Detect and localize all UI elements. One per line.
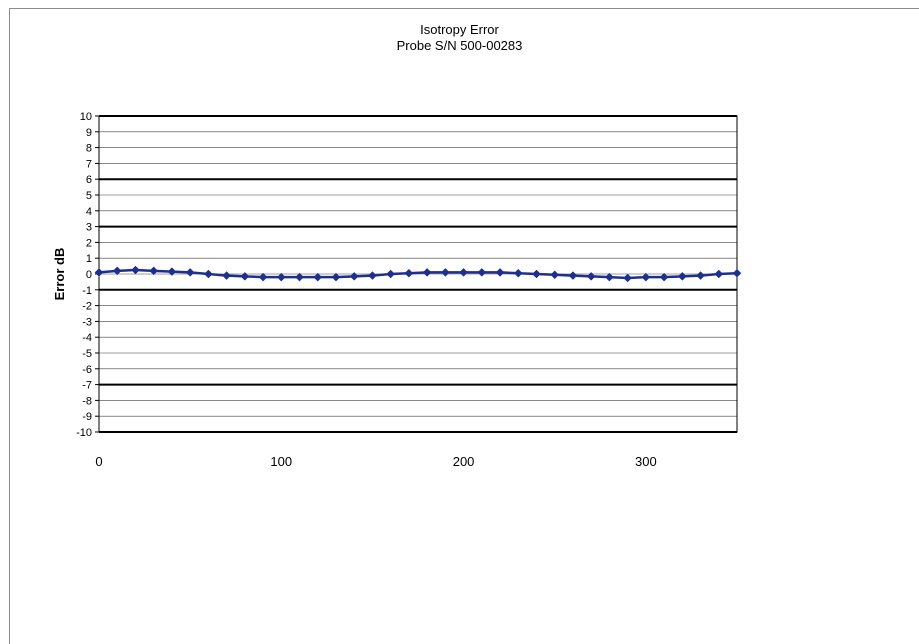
data-point xyxy=(459,268,468,277)
data-point xyxy=(276,272,286,282)
y-axis-label-group: Error dB xyxy=(52,248,67,301)
data-point xyxy=(313,272,323,282)
data-point xyxy=(185,268,195,277)
y-tick-label: -7 xyxy=(82,380,92,392)
y-tick-label: 6 xyxy=(86,174,92,186)
series-layer xyxy=(94,265,742,283)
data-point xyxy=(586,272,596,281)
y-tick-label: -4 xyxy=(82,332,92,344)
y-tick-label: 10 xyxy=(80,111,92,123)
chart-subtitle: Probe S/N 500-00283 xyxy=(396,38,523,53)
data-point xyxy=(331,272,341,282)
y-tick-label: -3 xyxy=(82,316,92,328)
y-tick-label: -5 xyxy=(82,348,92,360)
data-point xyxy=(495,268,505,277)
data-point xyxy=(167,267,177,276)
y-tick-label: 3 xyxy=(86,222,92,234)
y-tick-label: -6 xyxy=(82,364,92,376)
data-point xyxy=(404,268,414,278)
data-point xyxy=(295,272,304,282)
data-point xyxy=(204,269,213,279)
data-point xyxy=(258,272,268,282)
y-tick-label: -1 xyxy=(82,285,92,297)
chart-area xyxy=(9,8,919,644)
data-point xyxy=(477,268,487,277)
data-point xyxy=(131,265,140,275)
data-point xyxy=(623,273,632,283)
y-tick-label: -2 xyxy=(82,301,92,313)
data-point xyxy=(94,268,104,277)
data-point xyxy=(222,271,231,280)
y-tick-label: -10 xyxy=(76,427,92,439)
data-point xyxy=(568,271,578,280)
y-tick-label: 8 xyxy=(86,143,92,155)
data-point xyxy=(532,269,541,279)
y-tick-label: 7 xyxy=(86,158,92,170)
y-tick-label: -9 xyxy=(82,411,92,423)
x-tick-label: 300 xyxy=(635,454,657,469)
x-tick-label: 0 xyxy=(95,454,102,469)
data-point xyxy=(513,268,523,278)
y-tick-label: 0 xyxy=(86,269,92,281)
data-point xyxy=(696,271,705,280)
y-tick-label: 1 xyxy=(86,253,92,265)
data-point xyxy=(714,269,724,279)
data-point xyxy=(550,270,560,280)
y-tick-label: 5 xyxy=(86,190,92,202)
y-tick-label: 9 xyxy=(86,127,92,139)
x-tick-label: 200 xyxy=(453,454,475,469)
data-point xyxy=(440,268,450,277)
data-point xyxy=(112,266,122,276)
x-tick-labels: 0 100 200 300 xyxy=(95,454,656,469)
y-tick-label: 2 xyxy=(86,237,92,249)
data-point xyxy=(605,272,614,282)
y-tick-label: 4 xyxy=(86,206,92,218)
data-point xyxy=(732,268,742,278)
data-point xyxy=(641,272,651,282)
data-point xyxy=(659,272,669,282)
data-point xyxy=(240,272,250,281)
data-point xyxy=(422,268,432,277)
x-tick-label: 100 xyxy=(270,454,292,469)
data-point xyxy=(386,269,396,279)
chart-title: Isotropy Error xyxy=(420,22,499,37)
data-point xyxy=(677,272,687,281)
data-point xyxy=(368,271,377,280)
data-point xyxy=(149,266,159,276)
data-point xyxy=(349,272,359,281)
y-tick-label: -8 xyxy=(82,395,92,407)
y-axis-label: Error dB xyxy=(52,248,67,301)
